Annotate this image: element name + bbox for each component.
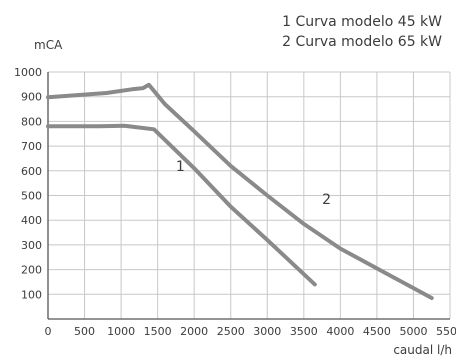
x-tick-label-3000: 3000 [253, 325, 281, 338]
legend-entry-1: 1 Curva modelo 45 kW [282, 12, 442, 32]
x-tick-label-1500: 1500 [144, 325, 172, 338]
x-tick-label-5000: 5000 [399, 325, 427, 338]
y-tick-label-300: 300 [21, 239, 42, 252]
series-label-1: 1 [176, 159, 185, 175]
y-tick-label-900: 900 [21, 91, 42, 104]
x-tick-label-0: 0 [45, 325, 52, 338]
x-tick-label-2000: 2000 [180, 325, 208, 338]
y-tick-label-200: 200 [21, 264, 42, 277]
y-tick-label-1000: 1000 [14, 66, 42, 79]
y-axis-label: mCA [34, 38, 63, 52]
series-label-2: 2 [322, 192, 331, 208]
legend-number-1: 1 [282, 14, 291, 30]
x-tick-label-500: 500 [74, 325, 95, 338]
x-tick-label-5500: 5500 [436, 325, 456, 338]
y-tick-label-800: 800 [21, 115, 42, 128]
y-tick-label-500: 500 [21, 190, 42, 203]
legend-number-2: 2 [282, 34, 291, 50]
legend-label-2: Curva modelo 65 kW [295, 34, 442, 50]
y-tick-label-600: 600 [21, 165, 42, 178]
x-axis-label: caudal l/h [393, 343, 452, 357]
y-tick-label-100: 100 [21, 288, 42, 301]
x-tick-label-1000: 1000 [107, 325, 135, 338]
x-tick-label-2500: 2500 [217, 325, 245, 338]
x-tick-label-3500: 3500 [290, 325, 318, 338]
series-line-2 [46, 82, 434, 300]
legend-label-1: Curva modelo 45 kW [295, 14, 442, 30]
y-tick-label-400: 400 [21, 214, 42, 227]
x-tick-label-4500: 4500 [363, 325, 391, 338]
series-line-1 [46, 123, 317, 287]
x-tick-label-4000: 4000 [326, 325, 354, 338]
legend-entry-2: 2 Curva modelo 65 kW [282, 32, 442, 52]
y-tick-label-700: 700 [21, 140, 42, 153]
legend: 1 Curva modelo 45 kW 2 Curva modelo 65 k… [282, 12, 442, 52]
